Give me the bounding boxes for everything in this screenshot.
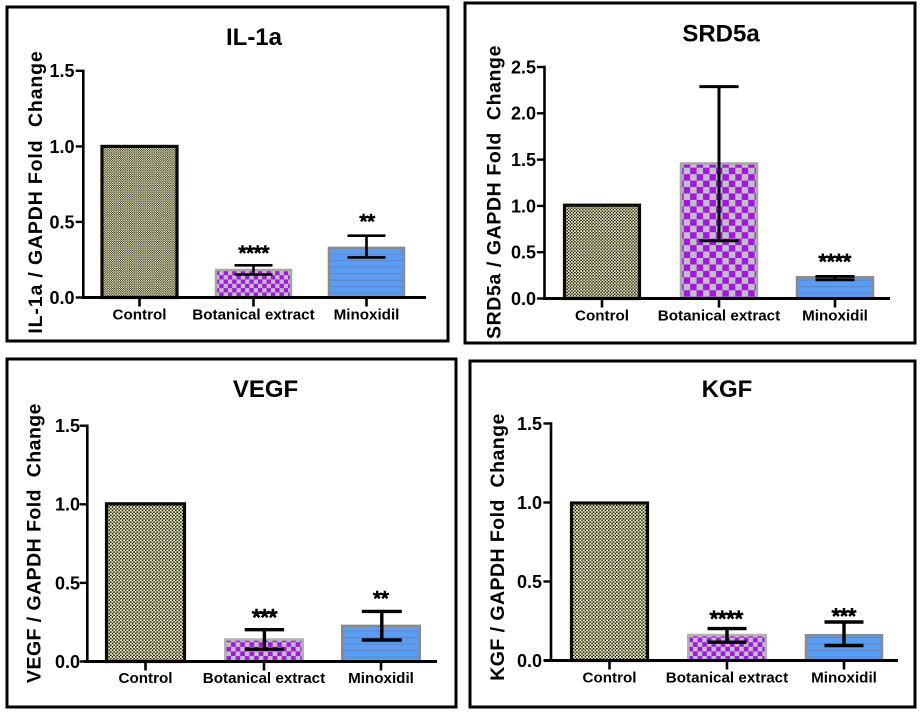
svg-text:Minoxidil: Minoxidil: [348, 670, 414, 687]
svg-text:1.5: 1.5: [49, 61, 74, 81]
svg-text:0.0: 0.0: [511, 289, 536, 309]
svg-text:1.5: 1.5: [517, 414, 542, 434]
svg-text:1.0: 1.0: [511, 196, 536, 216]
svg-text:Control: Control: [113, 307, 167, 324]
svg-text:KGF: KGF: [702, 376, 753, 403]
svg-text:1.5: 1.5: [55, 416, 80, 436]
svg-text:Control: Control: [575, 308, 629, 325]
svg-text:1.0: 1.0: [49, 137, 74, 157]
svg-text:1.0: 1.0: [55, 495, 80, 515]
svg-text:1.5: 1.5: [511, 150, 536, 170]
svg-text:Control: Control: [119, 670, 173, 687]
svg-text:Botanical extract: Botanical extract: [203, 670, 325, 687]
svg-text:0.5: 0.5: [511, 243, 536, 263]
svg-text:Botanical extract: Botanical extract: [666, 670, 788, 687]
svg-text:Control: Control: [583, 670, 637, 687]
svg-text:Minoxidil: Minoxidil: [811, 670, 877, 687]
svg-text:Botanical extract: Botanical extract: [658, 308, 780, 325]
svg-text:0.5: 0.5: [517, 572, 542, 592]
svg-text:Botanical extract: Botanical extract: [192, 307, 314, 324]
svg-text:SRD5a / GAPDH Fold Change: SRD5a / GAPDH Fold Change: [484, 45, 506, 339]
svg-text:KGF / GAPDH Fold Change: KGF / GAPDH Fold Change: [487, 413, 509, 681]
svg-text:0.5: 0.5: [55, 573, 80, 593]
svg-text:Minoxidil: Minoxidil: [334, 307, 400, 324]
svg-text:Minoxidil: Minoxidil: [802, 308, 868, 325]
svg-text:IL-1a: IL-1a: [226, 24, 283, 51]
svg-text:IL-1a / GAPDH Fold Change: IL-1a / GAPDH Fold Change: [25, 50, 47, 333]
svg-text:0.0: 0.0: [49, 288, 74, 308]
svg-text:0.0: 0.0: [55, 652, 80, 672]
svg-text:2.5: 2.5: [511, 57, 536, 77]
svg-text:0.0: 0.0: [517, 651, 542, 671]
svg-text:2.0: 2.0: [511, 104, 536, 124]
svg-text:VEGF: VEGF: [233, 376, 298, 403]
svg-text:1.0: 1.0: [517, 493, 542, 513]
svg-text:VEGF / GAPDH Fold Change: VEGF / GAPDH Fold Change: [24, 403, 46, 683]
svg-text:SRD5a: SRD5a: [682, 21, 760, 48]
svg-text:0.5: 0.5: [49, 212, 74, 232]
